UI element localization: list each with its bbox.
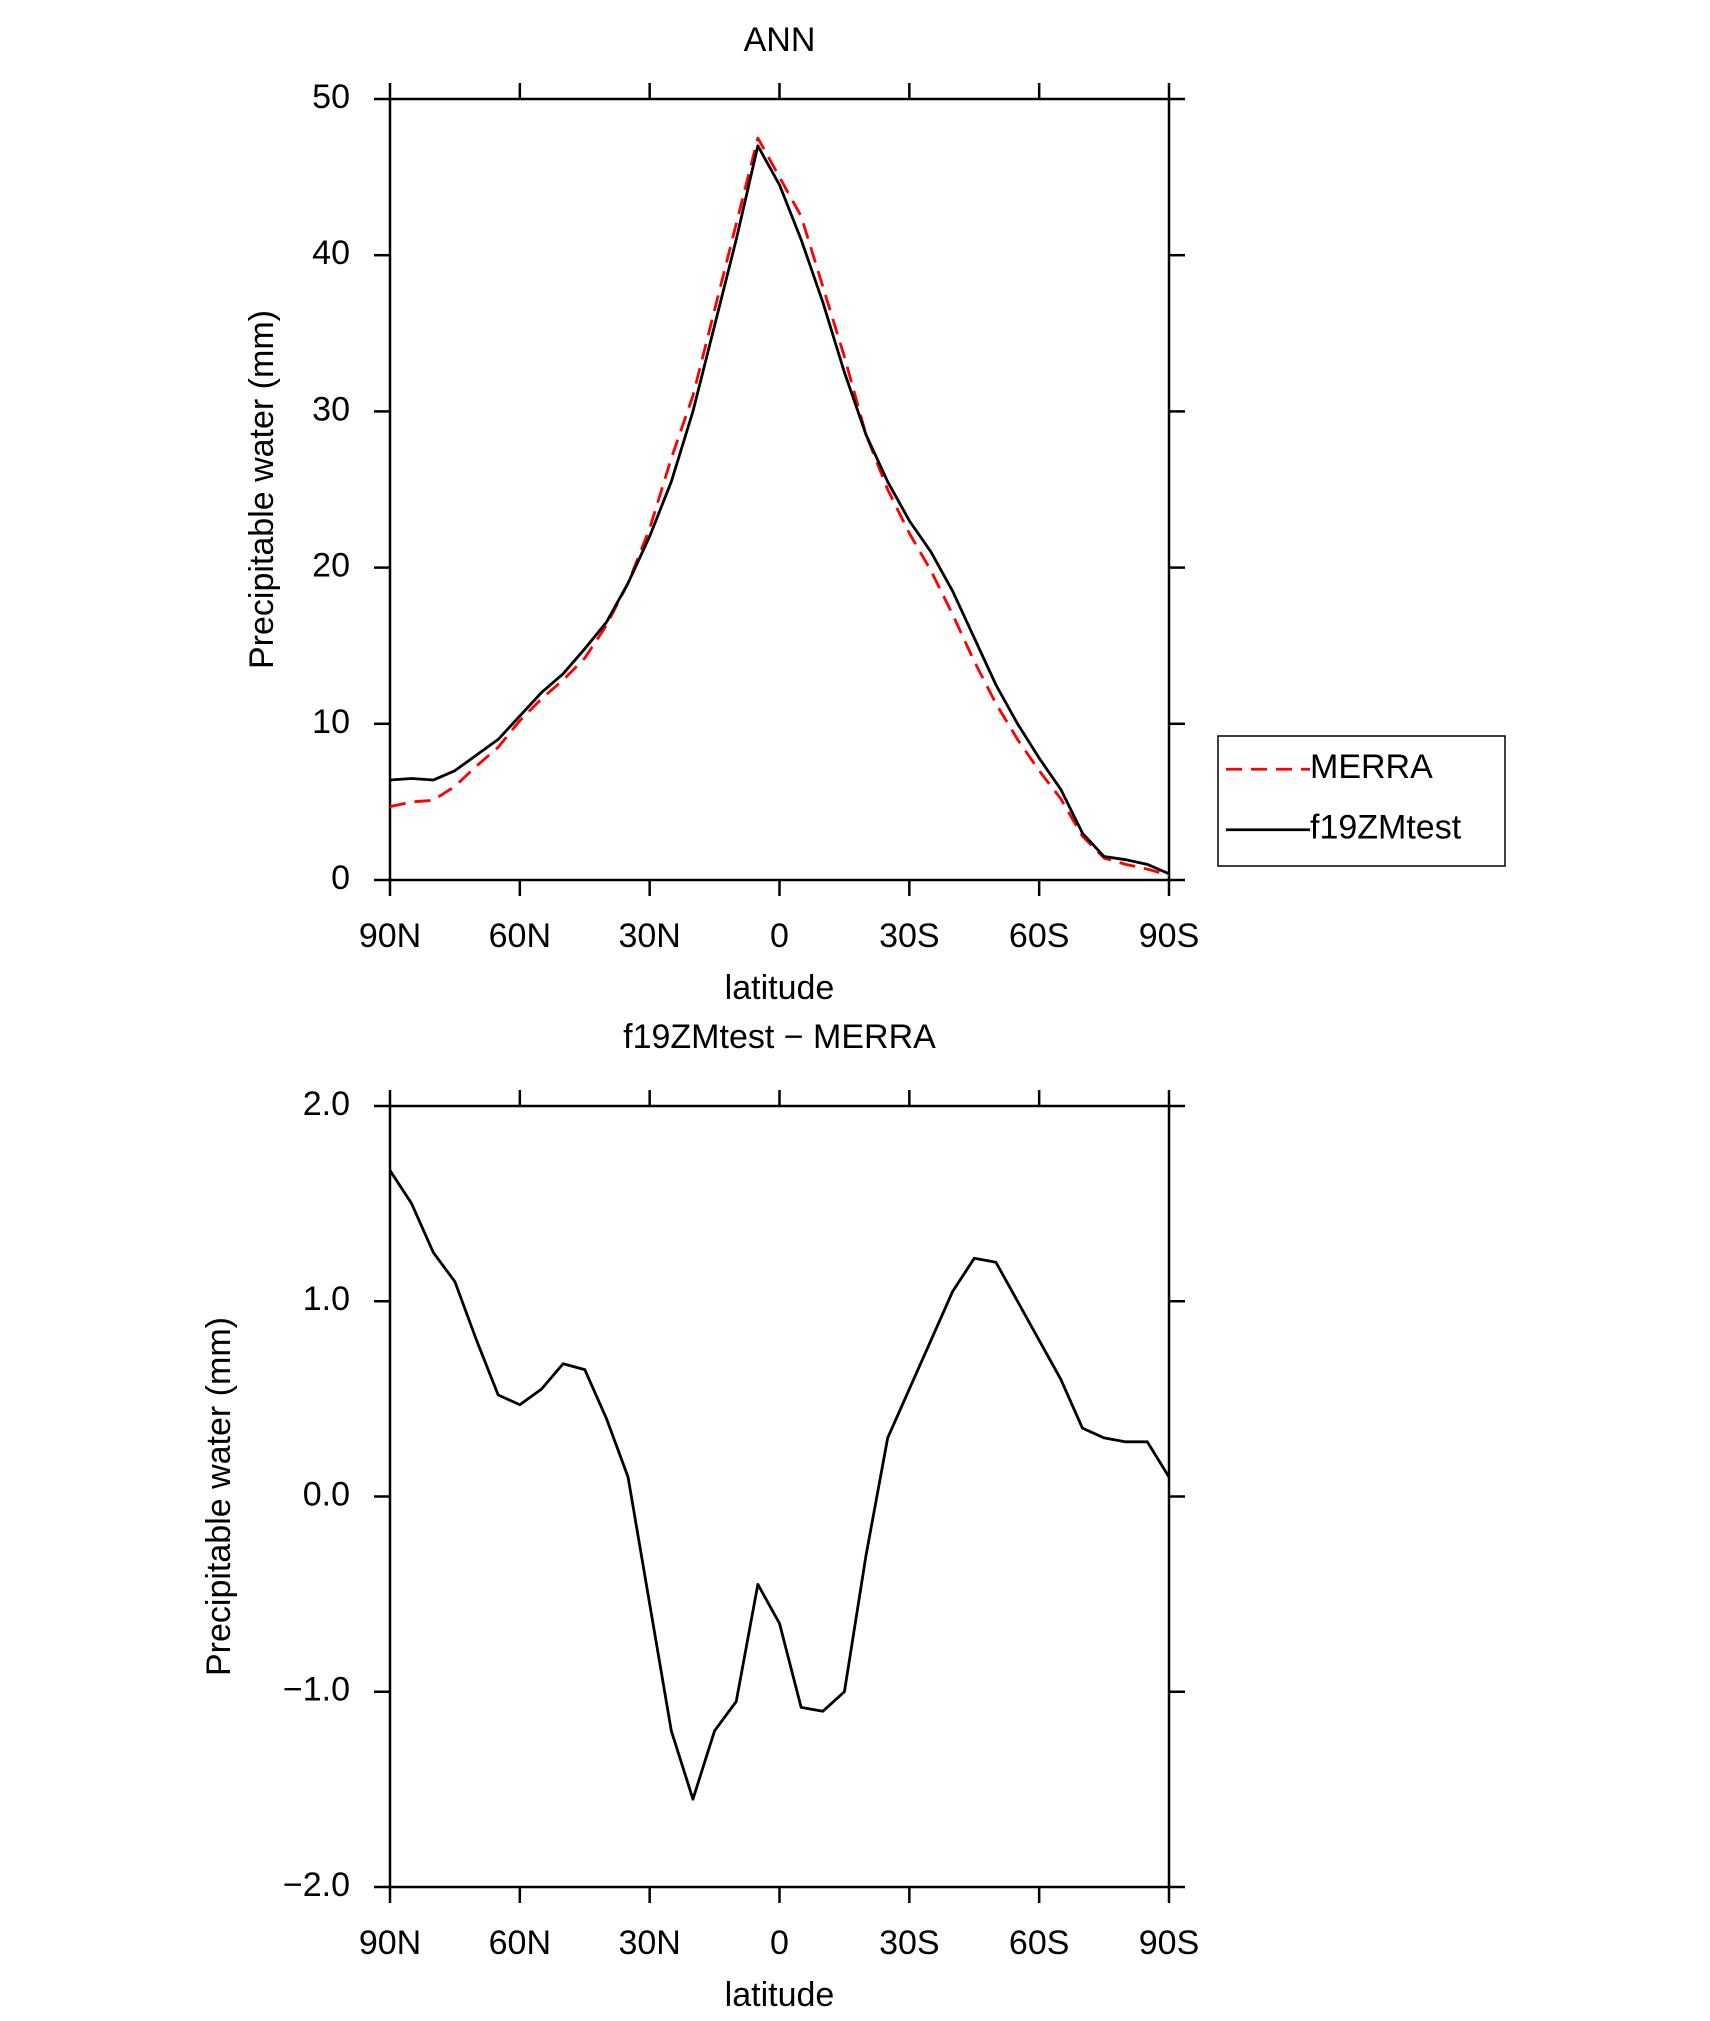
y-tick-label: 0 <box>331 859 350 897</box>
y-tick-label: 0.0 <box>303 1475 350 1513</box>
y-tick-label: 40 <box>312 234 350 272</box>
y-tick-label: 50 <box>312 78 350 116</box>
x-tick-label: 30N <box>618 1924 680 1962</box>
x-tick-label: 60S <box>1009 1924 1070 1962</box>
plot-frame <box>388 1104 1171 1889</box>
x-tick-label: 0 <box>770 1924 789 1962</box>
y-tick-label: 30 <box>312 390 350 428</box>
y-tick-label: −2.0 <box>283 1866 350 1904</box>
x-tick-label: 60S <box>1009 917 1070 955</box>
plot-frame <box>388 97 1171 882</box>
x-tick-label: 90N <box>359 1924 421 1962</box>
x-axis-label: latitude <box>725 1976 835 2014</box>
data-line <box>389 136 1170 877</box>
x-tick-label: 30S <box>879 917 940 955</box>
chart-title: ANN <box>744 21 816 59</box>
y-tick-label: 1.0 <box>303 1280 350 1318</box>
y-tick-label: 10 <box>312 703 350 741</box>
legend-label: MERRA <box>1310 748 1433 786</box>
x-axis-label: latitude <box>725 969 835 1007</box>
x-tick-label: 90S <box>1139 1924 1200 1962</box>
y-tick-label: −1.0 <box>283 1671 350 1709</box>
x-tick-label: 30S <box>879 1924 940 1962</box>
data-line <box>389 144 1170 876</box>
y-tick-label: 20 <box>312 547 350 585</box>
chart-title: f19ZMtest − MERRA <box>623 1018 936 1056</box>
y-axis-label: Precipitable water (mm) <box>200 1317 238 1676</box>
x-tick-label: 30N <box>618 917 680 955</box>
x-tick-label: 90N <box>359 917 421 955</box>
x-tick-label: 90S <box>1139 917 1200 955</box>
x-tick-label: 60N <box>489 1924 551 1962</box>
x-tick-label: 60N <box>489 917 551 955</box>
data-line <box>388 1169 1171 1801</box>
legend-label: f19ZMtest <box>1310 809 1462 847</box>
legend: MERRA f19ZMtest <box>1217 735 1506 867</box>
y-axis-label: Precipitable water (mm) <box>243 310 281 669</box>
x-tick-label: 0 <box>770 917 789 955</box>
legend-box <box>1217 735 1506 867</box>
y-tick-label: 2.0 <box>303 1085 350 1123</box>
